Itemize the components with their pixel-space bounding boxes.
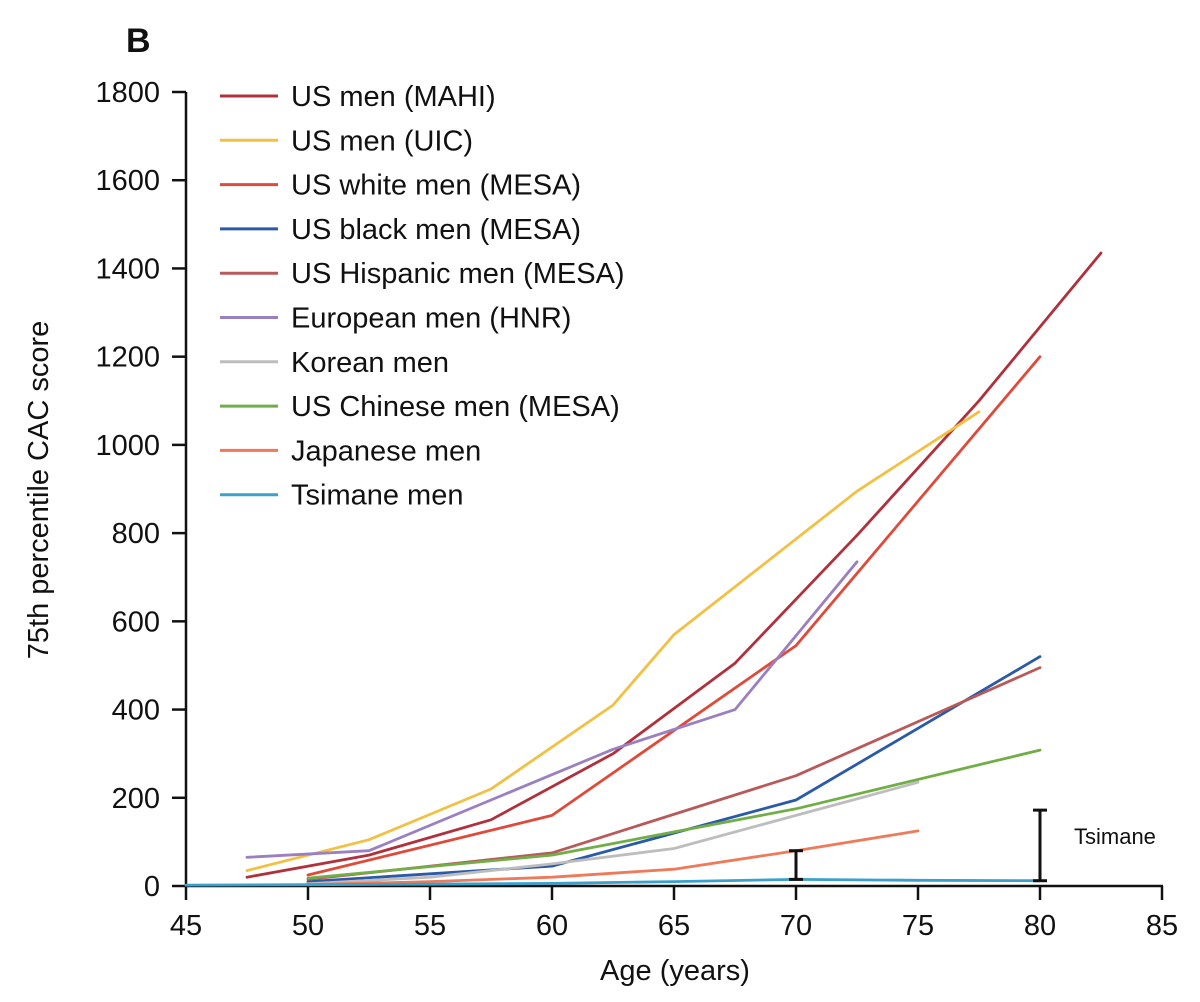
legend-label-3: US white men (MESA) [291,170,581,202]
y-tick-label: 0 [144,871,160,903]
series-line-6 [245,560,859,859]
y-axis-title: 75th percentile CAC score [23,321,55,660]
panel-label: B [126,22,151,60]
legend-label-5: US Hispanic men (MESA) [291,258,625,290]
legend-label-1: US men (MAHI) [291,81,496,113]
legend-label-8: US Chinese men (MESA) [291,391,620,423]
legend-label-7: Korean men [291,347,449,379]
series-line-9 [306,829,920,887]
legend-label-10: Tsimane men [291,480,463,512]
x-tick-label: 65 [658,910,690,942]
tsimane-annotation: Tsimane [1074,824,1156,849]
y-tick-label: 600 [112,606,160,638]
x-tick-label: 80 [1024,910,1056,942]
y-tick-label: 1600 [95,165,160,197]
x-axis-title: Age (years) [600,955,750,987]
y-tick-label: 200 [112,783,160,815]
x-tick-label: 45 [170,910,202,942]
series-line-1 [245,251,1103,879]
x-axis-ticks: 45 50 55 60 65 70 75 80 85 [170,886,1178,942]
error-bars [789,808,1047,883]
x-tick-label: 60 [536,910,568,942]
x-tick-label: 85 [1146,910,1178,942]
legend-label-2: US men (UIC) [291,125,473,157]
y-tick-label: 1000 [95,430,160,462]
tsimane-error-bar-2 [1033,808,1047,883]
series-line-7 [306,780,920,886]
tsimane-error-bar-1 [789,849,803,881]
y-tick-label: 1400 [95,253,160,285]
y-tick-label: 400 [112,695,160,727]
x-tick-label: 55 [414,910,446,942]
series-line-2 [245,410,981,872]
x-tick-label: 70 [780,910,812,942]
data-series [184,251,1103,887]
legend: US men (MAHI) US men (UIC) US white men (M… [220,81,625,512]
series-line-10 [184,878,1042,887]
legend-label-4: US black men (MESA) [291,214,581,246]
legend-label-6: European men (HNR) [291,303,571,335]
legend-label-9: Japanese men [291,435,481,467]
x-tick-label: 50 [292,910,324,942]
y-axis-ticks: 0 200 400 600 800 1000 1200 1400 1600 1800 [95,77,186,903]
series-line-8 [306,748,1042,880]
y-tick-label: 1200 [95,342,160,374]
y-tick-label: 800 [112,518,160,550]
annotations: Tsimane [1074,824,1156,849]
y-tick-label: 1800 [95,77,160,109]
x-tick-label: 75 [902,910,934,942]
